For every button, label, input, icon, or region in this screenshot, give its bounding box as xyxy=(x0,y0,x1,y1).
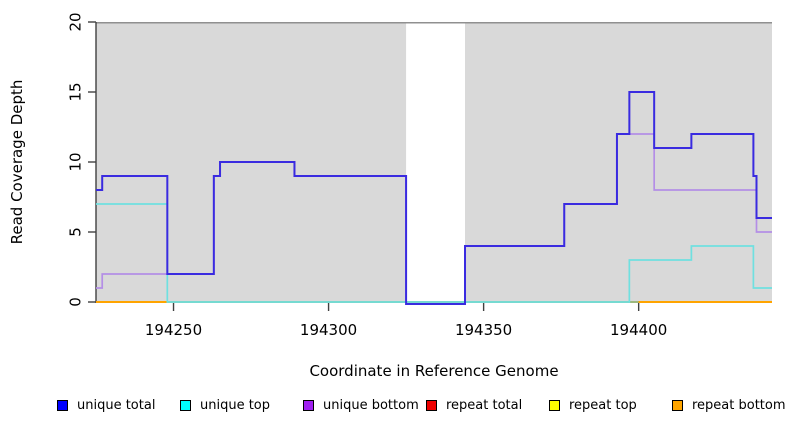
y-tick-label: 0 xyxy=(67,297,85,307)
legend-item-repeat-top: repeat top xyxy=(549,398,672,413)
legend-swatch-repeat-top xyxy=(549,400,560,411)
legend-swatch-repeat-bottom xyxy=(672,400,683,411)
legend-label: unique bottom xyxy=(323,398,419,413)
legend-label: repeat bottom xyxy=(692,398,786,413)
legend-item-unique-bottom: unique bottom xyxy=(303,398,426,413)
x-tick-label: 194300 xyxy=(300,321,357,339)
y-tick-label: 15 xyxy=(67,82,85,101)
y-tick-label: 10 xyxy=(67,152,85,171)
legend-item-repeat-bottom: repeat bottom xyxy=(672,398,792,413)
x-axis-title: Coordinate in Reference Genome xyxy=(309,362,559,380)
legend-swatch-unique-top xyxy=(180,400,191,411)
legend-item-unique-total: unique total xyxy=(57,398,180,413)
legend-label: repeat top xyxy=(569,398,637,413)
legend-label: unique top xyxy=(200,398,271,413)
legend-swatch-repeat-total xyxy=(426,400,437,411)
x-tick-label: 194400 xyxy=(610,321,667,339)
y-tick-label: 20 xyxy=(67,12,85,31)
x-tick-label: 194350 xyxy=(455,321,512,339)
x-tick-label: 194250 xyxy=(145,321,202,339)
legend-item-repeat-total: repeat total xyxy=(426,398,549,413)
legend-label: repeat total xyxy=(446,398,523,413)
legend-swatch-unique-total xyxy=(57,400,68,411)
chart-legend: unique total unique top unique bottom re… xyxy=(57,398,792,413)
y-tick-label: 5 xyxy=(67,227,85,237)
legend-swatch-unique-bottom xyxy=(303,400,314,411)
coverage-chart-canvas: 0 5 10 15 20 194250 194300 194350 194400 xyxy=(67,12,772,339)
shaded-region xyxy=(465,22,772,302)
y-axis-title: Read Coverage Depth xyxy=(8,79,26,245)
legend-label: unique total xyxy=(77,398,156,413)
series-unique-total xyxy=(96,91,772,305)
legend-item-unique-top: unique top xyxy=(180,398,303,413)
